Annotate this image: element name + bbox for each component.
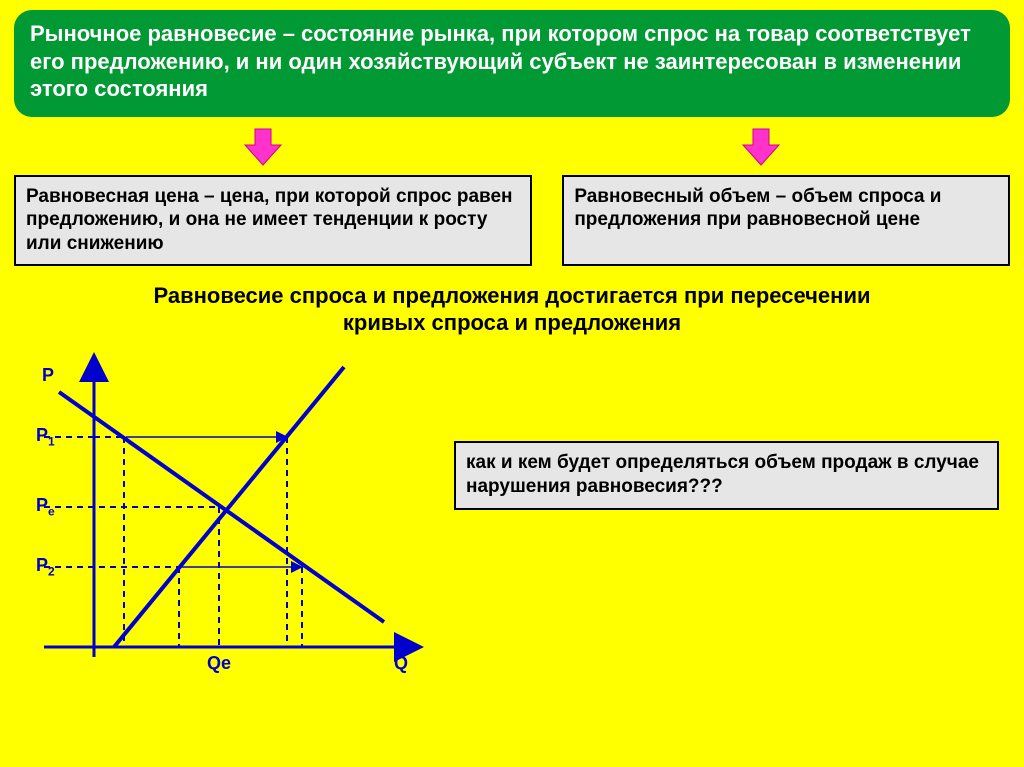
p1-label: P1 (36, 425, 55, 449)
arrow-down-right-icon (741, 127, 781, 167)
arrow-down-left-icon (243, 127, 283, 167)
chart-svg (14, 347, 434, 687)
equilibrium-volume-box: Равновесный объем – объем спроса и предл… (562, 175, 1010, 266)
p-axis-label: P (42, 365, 54, 386)
definitions-row: Равновесная цена – цена, при которой спр… (14, 175, 1010, 266)
p2-label: P2 (36, 555, 55, 579)
pe-label: Pe (36, 495, 55, 519)
arrows-row (14, 127, 1010, 173)
qe-label: Qe (207, 653, 231, 674)
q-axis-label: Q (394, 653, 408, 674)
mid-statement: Равновесие спроса и предложения достигае… (124, 282, 901, 337)
question-box: как и кем будет определяться объем прода… (454, 441, 999, 510)
bottom-row: P P1 Pe P2 Qe Q как и кем будет определя… (14, 347, 1010, 687)
equilibrium-price-box: Равновесная цена – цена, при которой спр… (14, 175, 532, 266)
supply-demand-chart: P P1 Pe P2 Qe Q (14, 347, 434, 687)
header-definition: Рыночное равновесие – состояние рынка, п… (14, 10, 1010, 117)
